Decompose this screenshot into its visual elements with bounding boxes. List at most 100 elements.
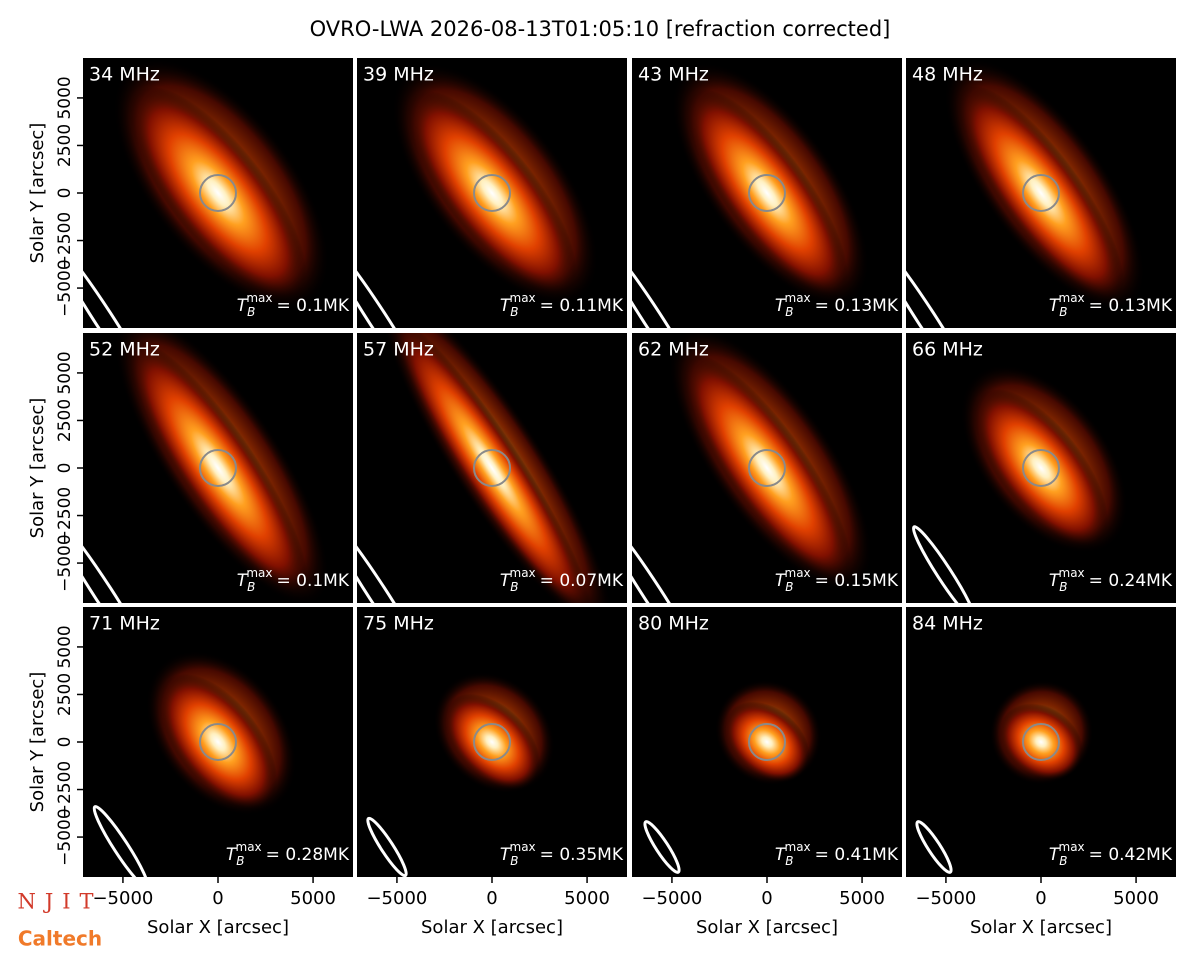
tb-symbol: T: [1049, 571, 1061, 591]
beam: [632, 236, 706, 328]
solar-disk: [199, 449, 237, 487]
logo-caltech: Caltech: [18, 927, 102, 951]
y-tick-label: −2500: [55, 212, 75, 270]
y-axis-label: Solar Y [arcsec]: [27, 672, 48, 813]
tb-sub: B: [510, 305, 518, 319]
x-tick-label: −5000: [366, 888, 427, 909]
solar-disk: [473, 174, 511, 212]
tb-value: = 0.11MK: [540, 296, 624, 316]
beam: [83, 236, 157, 328]
solar-disk: [748, 449, 786, 487]
beam: [906, 236, 980, 328]
tb-sub: B: [785, 854, 793, 868]
tb-value: = 0.41MK: [815, 845, 899, 865]
x-tick-label: 5000: [564, 888, 610, 909]
y-axis-label: Solar Y [arcsec]: [27, 398, 48, 539]
tb-sup: max: [246, 566, 272, 580]
tb-value: = 0.13MK: [815, 296, 899, 316]
x-tick-label: 0: [212, 888, 223, 909]
panel: [83, 58, 353, 328]
x-tick-label: 5000: [290, 888, 336, 909]
emission: [686, 88, 848, 298]
beam: [632, 511, 706, 603]
panel: [357, 333, 627, 603]
tb-sup: max: [510, 291, 536, 305]
emission: [958, 85, 1124, 301]
y-axis-label: Solar Y [arcsec]: [27, 123, 48, 264]
beam: [92, 805, 150, 877]
panel: [906, 58, 1176, 328]
tb-symbol: T: [237, 296, 249, 316]
beam: [915, 820, 953, 874]
logo-njit: NJIT: [17, 890, 102, 914]
emission: [407, 90, 577, 296]
y-tick-label: 5000: [55, 76, 75, 119]
y-tick-label: −2500: [55, 487, 75, 545]
solar-disk: [199, 723, 237, 761]
y-tick-label: −2500: [55, 761, 75, 819]
x-tick-label: −5000: [915, 888, 976, 909]
panel: [357, 58, 627, 328]
panel-title: 75 MHz: [363, 613, 434, 635]
panel-title: 66 MHz: [912, 339, 983, 361]
tb-symbol: T: [1049, 845, 1061, 865]
y-tick-label: 5000: [55, 351, 75, 394]
y-tick-label: 2500: [55, 399, 75, 442]
tb-value: = 0.07MK: [540, 571, 624, 591]
tb-value: = 0.13MK: [1089, 296, 1173, 316]
tb-annotation: TBmax = 0.35MK: [500, 840, 624, 868]
panel: [632, 607, 902, 877]
tb-sup: max: [785, 566, 811, 580]
tb-annotation: TBmax = 0.13MK: [1049, 291, 1173, 319]
x-axis-label: Solar X [arcsec]: [970, 917, 1112, 938]
panel-title: 57 MHz: [363, 339, 434, 361]
x-tick-label: 0: [1035, 888, 1046, 909]
beam: [911, 525, 977, 603]
panel-title: 62 MHz: [638, 339, 709, 361]
tb-sub: B: [510, 854, 518, 868]
beam: [357, 511, 431, 603]
tb-symbol: T: [237, 571, 249, 591]
tb-sup: max: [1059, 291, 1085, 305]
tb-value: = 0.1MK: [277, 571, 350, 591]
tb-symbol: T: [775, 296, 787, 316]
tb-symbol: T: [775, 571, 787, 591]
tb-sup: max: [1059, 840, 1085, 854]
tb-annotation: TBmax = 0.42MK: [1049, 840, 1173, 868]
y-tick-label: 2500: [55, 673, 75, 716]
x-tick-label: −5000: [92, 888, 153, 909]
tb-sub: B: [247, 580, 255, 594]
panel-title: 71 MHz: [89, 613, 160, 635]
tb-sub: B: [785, 305, 793, 319]
tb-sub: B: [510, 580, 518, 594]
beam: [366, 816, 408, 877]
solar-disk: [473, 449, 511, 487]
x-tick-label: 5000: [1113, 888, 1159, 909]
solar-disk: [748, 174, 786, 212]
emission: [128, 341, 308, 595]
panel-title: 52 MHz: [89, 339, 160, 361]
y-tick-label: 0: [55, 737, 75, 748]
panel: [357, 607, 627, 877]
panel: [906, 333, 1176, 603]
tb-value: = 0.28MK: [266, 845, 350, 865]
tb-sub: B: [1059, 854, 1067, 868]
panel-title: 80 MHz: [638, 613, 709, 635]
tb-annotation: TBmax = 0.07MK: [500, 566, 624, 594]
beam: [357, 236, 431, 328]
y-tick-label: 2500: [55, 124, 75, 167]
panel: [906, 607, 1176, 877]
emission: [682, 355, 852, 581]
tb-symbol: T: [775, 845, 787, 865]
tb-sup: max: [246, 291, 272, 305]
tb-value: = 0.35MK: [540, 845, 624, 865]
solar-disk: [748, 723, 786, 761]
tb-value: = 0.1MK: [277, 296, 350, 316]
panel-title: 34 MHz: [89, 64, 160, 86]
emission: [724, 701, 810, 783]
solar-disk: [199, 174, 237, 212]
tb-sup: max: [785, 291, 811, 305]
tb-sup: max: [510, 840, 536, 854]
x-tick-label: 5000: [839, 888, 885, 909]
